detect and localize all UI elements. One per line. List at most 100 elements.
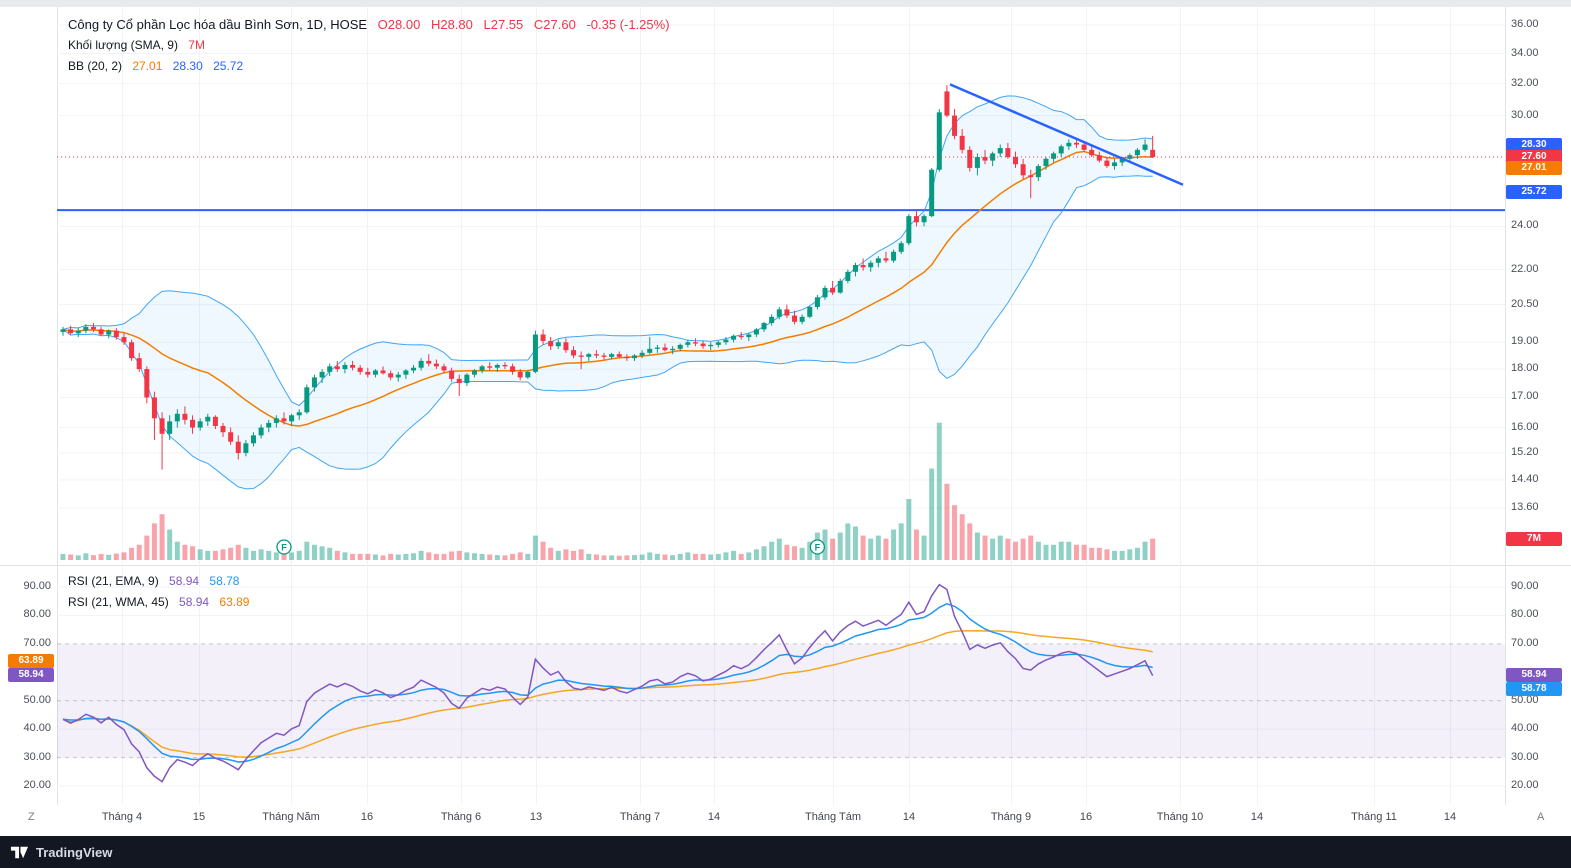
volume-bar (83, 553, 89, 560)
candle-body (220, 425, 226, 433)
volume-bar (883, 538, 889, 560)
left-price-scale[interactable]: 90.00 80.00 70.00 50.00 40.00 30.00 20.00 63.89… (0, 0, 57, 836)
event-marker-f[interactable]: F (276, 539, 292, 555)
candle-body (510, 366, 516, 372)
candle-body (891, 251, 897, 261)
candle-body (852, 265, 858, 272)
candle-body (494, 364, 500, 368)
svg-text:F: F (815, 543, 821, 553)
volume-bar (959, 514, 965, 560)
candle-body (921, 216, 927, 223)
volume-bar (799, 547, 805, 560)
candle-body (654, 347, 660, 349)
volume-bar (807, 541, 813, 560)
event-marker-f[interactable]: F (809, 539, 826, 555)
bb-legend-row[interactable]: BB (20, 2) 27.01 28.30 25.72 (68, 56, 677, 77)
candle-body (860, 265, 866, 268)
right-price-scale[interactable]: 36.00 34.00 32.00 30.00 24.00 22.00 20.50 19.00… (1505, 0, 1571, 836)
volume-bar (898, 523, 904, 560)
rsi-tick-label: 20.00 (23, 779, 51, 791)
rsi-ema-value: 58.78 (209, 574, 240, 588)
tradingview-logo-icon[interactable] (10, 843, 29, 862)
volume-bar (273, 552, 279, 560)
candle-body (182, 413, 188, 420)
time-axis-right-label: A (1537, 811, 1545, 823)
rsi-tick-label: 70.00 (1511, 636, 1539, 649)
bb-upper-value: 28.30 (172, 59, 203, 73)
candle-body (517, 371, 523, 378)
tradingview-brand[interactable]: TradingView (36, 844, 113, 860)
rsi-wma-label: RSI (21, WMA, 45) (68, 595, 169, 609)
candle-body (837, 280, 843, 293)
price-tick-label: 15.20 (1511, 445, 1539, 458)
candle-body (411, 367, 417, 371)
volume-bar (723, 552, 729, 560)
candle-body (1028, 175, 1034, 178)
volume-bar (113, 553, 119, 560)
time-axis-label: Tháng Tám (804, 811, 862, 823)
candle-body (190, 419, 196, 428)
candle-body (982, 156, 988, 161)
volume-bar (1081, 544, 1087, 560)
volume-bar (510, 553, 516, 560)
volume-bar (502, 555, 508, 560)
candle-body (814, 297, 820, 307)
volume-bar (68, 554, 74, 560)
volume-bar (471, 553, 477, 560)
candle-body (776, 309, 782, 317)
candle-body (395, 374, 401, 378)
volume-bar (1028, 535, 1034, 560)
trendline[interactable] (949, 83, 1184, 186)
candle-body (898, 243, 904, 252)
bb-fill (63, 95, 1153, 489)
candle-body (1005, 148, 1011, 157)
volume-bar (296, 550, 302, 560)
candle-body (708, 344, 714, 347)
candle-body (632, 355, 637, 359)
volume-bar (456, 550, 462, 560)
time-axis-label: 13 (529, 811, 543, 823)
candle-body (883, 258, 889, 261)
time-axis-label: 14 (707, 811, 721, 823)
candle-body (548, 340, 554, 347)
price-tick-label: 17.00 (1511, 390, 1539, 403)
candle-body (136, 358, 142, 370)
volume-bar (776, 538, 782, 560)
volume-bar (746, 552, 752, 560)
candle-body (990, 153, 996, 161)
candle-body (304, 387, 310, 413)
rsi-tick-label: 80.00 (23, 608, 51, 621)
volume-bar (563, 549, 569, 560)
volume-bar (1066, 541, 1072, 560)
volume-bar (182, 544, 188, 560)
volume-bar (311, 544, 317, 560)
rsi-tick-label: 50.00 (23, 693, 51, 706)
volume-bar (464, 552, 470, 560)
candle-body (563, 342, 569, 351)
time-axis[interactable]: Z A Tháng 4 15 Tháng Năm 16 Tháng 6 13 Tháng 7… (0, 805, 1571, 836)
window-top-edge (0, 0, 1571, 7)
footer-bar: TradingView (0, 836, 1571, 868)
candle-body (372, 370, 378, 375)
candle-body (1035, 166, 1041, 178)
price-tick-label: 32.00 (1511, 76, 1539, 89)
candle-body (456, 378, 462, 384)
volume-bar (190, 546, 196, 560)
candle-body (593, 354, 599, 356)
rsi-tick-label: 30.00 (1511, 750, 1539, 763)
volume-legend-row[interactable]: Khối lượng (SMA, 9) 7M (68, 35, 677, 56)
volume-bar (700, 553, 706, 560)
volume-bar (365, 553, 371, 560)
candle-body (1142, 144, 1148, 150)
rsi-wma-legend-row[interactable]: RSI (21, WMA, 45) 58.94 63.89 (68, 592, 256, 613)
symbol-legend-row[interactable]: Công ty Cổ phần Lọc hóa dầu Bình Sơn, 1D… (68, 14, 677, 35)
candle-body (98, 329, 104, 335)
candle-body (1013, 156, 1018, 165)
rsi-ema-legend-row[interactable]: RSI (21, EMA, 9) 58.94 58.78 (68, 571, 256, 592)
volume-bar (769, 541, 775, 560)
time-axis-label: Tháng 11 (1351, 811, 1397, 823)
volume-bar (593, 554, 599, 560)
candle-body (502, 364, 508, 367)
bb-indicator-label: BB (20, 2) (68, 59, 123, 73)
